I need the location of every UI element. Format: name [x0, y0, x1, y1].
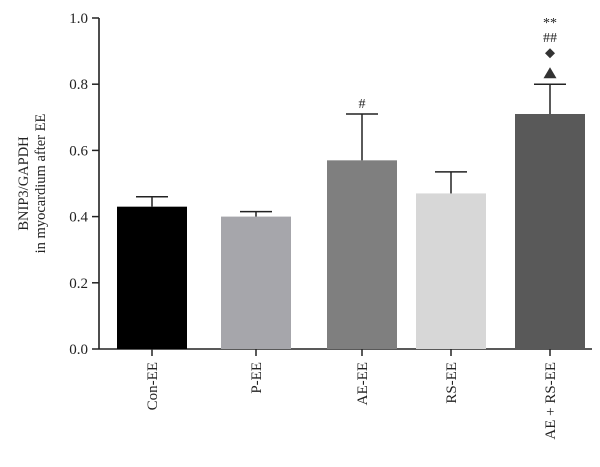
y-tick-label: 0.4: [69, 210, 88, 226]
bars: [117, 113, 585, 350]
x-axis: Con-EE P-EE AE-EE RS-EE AE + RS-EE: [99, 348, 592, 440]
x-tick-label: RS-EE: [444, 362, 460, 404]
y-tick-label: 0.8: [69, 77, 88, 93]
significance-text: ##: [543, 31, 557, 46]
bar-4: [515, 113, 585, 350]
y-axis: 0.0 0.2 0.4 0.6 0.8 1.0: [69, 11, 100, 358]
bar-1: [221, 216, 291, 349]
x-tick-label: P-EE: [249, 362, 265, 394]
y-tick-label: 1.0: [69, 11, 88, 27]
y-axis-title: BNIP3/GAPDH in myocardium after EE: [16, 114, 49, 254]
y-tick-label: 0.6: [69, 143, 88, 159]
bar-2: [327, 160, 397, 349]
bar-0: [117, 206, 187, 349]
x-tick-label: Con-EE: [145, 362, 161, 410]
error-bars: [136, 83, 566, 217]
significance-text: #: [359, 97, 366, 112]
y-axis-title-line: BNIP3/GAPDH: [16, 136, 32, 231]
significance-text: **: [543, 16, 557, 31]
y-tick-label: 0.0: [69, 342, 88, 358]
triangle-marker: [543, 67, 557, 79]
x-tick-label: AE + RS-EE: [543, 362, 559, 440]
diamond-marker: [545, 48, 555, 59]
y-axis-title-line: in myocardium after EE: [33, 114, 49, 254]
significance-markers: ###**: [359, 16, 558, 112]
x-tick-label: AE-EE: [355, 362, 371, 405]
bar-3: [416, 193, 486, 349]
y-tick-label: 0.2: [69, 276, 88, 292]
